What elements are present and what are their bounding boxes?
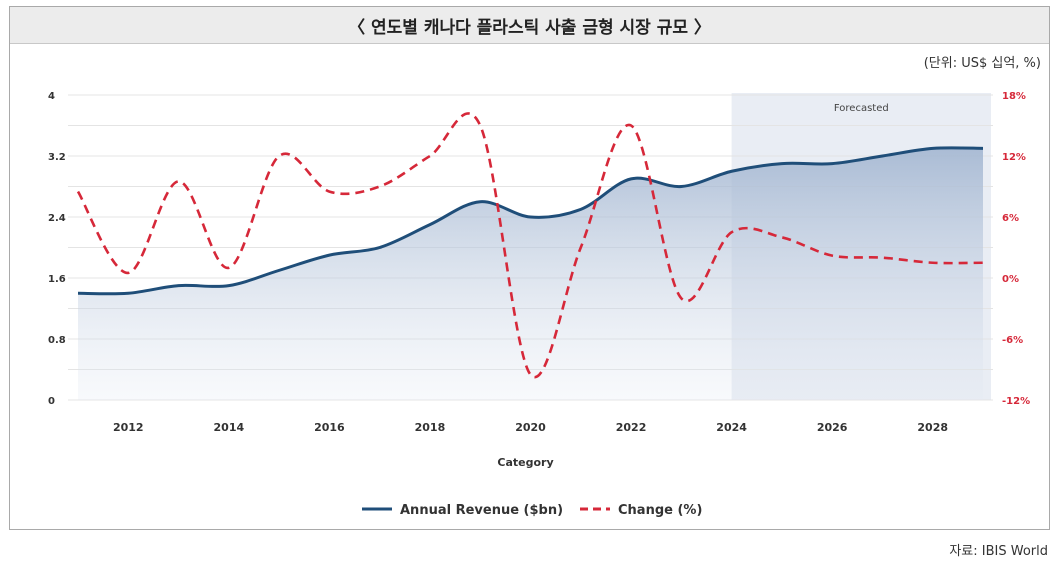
chart-frame: 〈 연도별 캐나다 플라스틱 사출 금형 시장 규모 〉 (단위: US$ 십억…	[9, 6, 1050, 530]
x-tick-label: 2020	[515, 421, 546, 434]
y-right-tick-label: -12%	[1002, 396, 1030, 407]
unit-label: (단위: US$ 십억, %)	[923, 56, 1041, 71]
forecast-label: Forecasted	[834, 103, 889, 114]
legend-label: Annual Revenue ($bn)	[400, 503, 563, 518]
y-left-tick-label: 4	[48, 91, 55, 102]
y-left-tick-label: 1.6	[48, 274, 66, 285]
series-line-change	[76, 112, 984, 379]
series-line-revenue	[77, 146, 984, 296]
y-left-tick-label: 0	[48, 396, 55, 407]
source-label: 자료: IBIS World	[949, 544, 1048, 559]
x-tick-label: 2028	[917, 421, 948, 434]
chart-svg: Forecasted 0 0.8 1.6 2.4 3.2 4 -12% -6% 0% 6% 12% 1…	[48, 91, 1030, 518]
x-tick-label: 2024	[716, 421, 747, 434]
y-left-tick-label: 3.2	[48, 152, 66, 163]
revenue-area	[78, 147, 983, 400]
y-left-tick-label: 2.4	[48, 213, 66, 224]
y-right-tick-label: 6%	[1002, 213, 1019, 224]
y-left-tick-label: 0.8	[48, 335, 66, 346]
x-tick-label: 2022	[616, 421, 647, 434]
y-right-tick-label: 0%	[1002, 274, 1019, 285]
x-tick-label: 2026	[817, 421, 848, 434]
legend-label: Change (%)	[618, 503, 702, 518]
chart-title: 〈 연도별 캐나다 플라스틱 사출 금형 시장 규모 〉	[348, 17, 711, 38]
x-tick-label: 2016	[314, 421, 345, 434]
y-right-tick-label: 12%	[1002, 152, 1026, 163]
x-tick-label: 2014	[214, 421, 245, 434]
x-axis-title: Category	[497, 456, 553, 469]
x-tick-label: 2012	[113, 421, 144, 434]
x-tick-label: 2018	[415, 421, 446, 434]
y-right-tick-label: -6%	[1002, 335, 1023, 346]
y-right-tick-label: 18%	[1002, 91, 1026, 102]
chart-title-bar: 〈 연도별 캐나다 플라스틱 사출 금형 시장 규모 〉	[10, 7, 1049, 44]
